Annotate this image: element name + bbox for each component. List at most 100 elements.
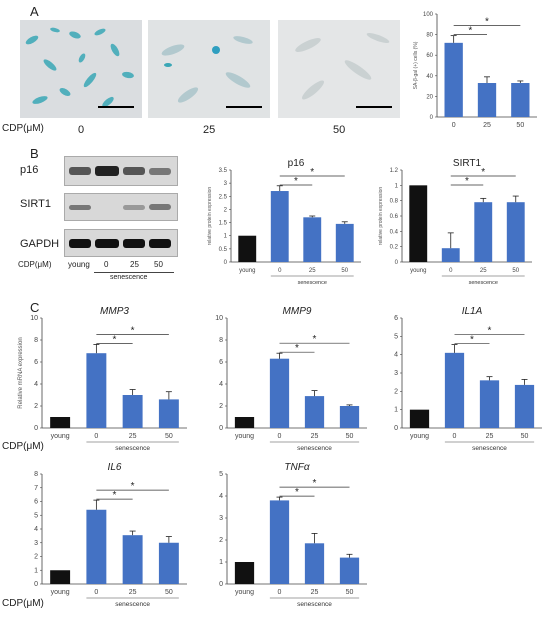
group-label: senescence (110, 274, 148, 281)
y-axis-label: relative protein expression (378, 187, 384, 246)
bar-mmp9-0 (269, 358, 290, 428)
y-tick-label: 3 (394, 370, 398, 377)
x-tick-label: 50 (346, 433, 354, 440)
panel-label-a: A (30, 4, 39, 19)
significance-star: * (488, 326, 492, 337)
bar-il6-young (50, 570, 71, 584)
significance-star: * (313, 334, 317, 345)
y-tick-label: 0 (34, 425, 38, 432)
significance-star: * (465, 176, 469, 187)
protein-label-sirt1: SIRT1 (20, 198, 51, 210)
y-tick-label: 0.6 (390, 214, 399, 220)
x-tick-label: 25 (311, 589, 319, 596)
y-tick-label: 6 (34, 359, 38, 366)
chart-title: MMP9 (283, 306, 312, 317)
panel-label-c: C (30, 300, 40, 315)
y-tick-label: 4 (394, 352, 398, 359)
x-tick-label: 50 (512, 268, 519, 274)
y-tick-label: 0.8 (390, 199, 399, 205)
y-tick-label: 1 (224, 234, 228, 240)
y-tick-label: 2 (394, 388, 398, 395)
bar-sa-bgal-50 (511, 83, 530, 117)
bar-p16-50 (335, 223, 354, 262)
bar-tnfa-0 (269, 500, 290, 584)
bar-mmp9-25 (304, 396, 325, 428)
dose-label: 50 (333, 124, 346, 136)
y-tick-label: 8 (34, 471, 38, 478)
y-tick-label: 1 (394, 407, 398, 414)
bar-tnfa-50 (339, 557, 360, 584)
group-label: senescence (115, 445, 150, 452)
significance-star: * (113, 490, 117, 501)
y-tick-label: 8 (219, 337, 223, 344)
bar-sirt1-50 (506, 202, 525, 262)
y-tick-label: 4 (219, 381, 223, 388)
significance-star: * (468, 26, 472, 37)
chart-il1a: IL1A 0 1 2 3 4 5 6 young 0 25 50 senescence * * (394, 306, 542, 452)
x-tick-label: young (239, 268, 255, 274)
chart-title: IL6 (108, 462, 122, 473)
y-tick-label: 2 (34, 403, 38, 410)
bar-mmp3-young (50, 417, 71, 428)
y-tick-label: 60 (426, 53, 433, 59)
bar-il1a-0 (444, 352, 465, 428)
chart-title: IL1A (462, 306, 483, 317)
significance-star: * (470, 335, 474, 346)
bar-sirt1-0 (441, 248, 460, 262)
micrograph-cdp-25 (148, 20, 270, 118)
y-tick-label: 1 (395, 183, 399, 189)
significance-star: * (131, 325, 135, 336)
scale-bar (356, 106, 392, 108)
bar-sirt1-25 (474, 202, 493, 262)
x-tick-label: 0 (278, 268, 282, 274)
x-tick-label: 0 (278, 433, 282, 440)
significance-star: * (481, 167, 485, 178)
x-tick-label: 50 (165, 433, 173, 440)
significance-star: * (485, 17, 489, 28)
dose-label: 25 (203, 124, 216, 136)
y-tick-label: 0.4 (390, 229, 399, 235)
dose-axis-label-c2: CDP(μM) (2, 598, 44, 609)
chart-title: MMP3 (100, 306, 129, 317)
y-tick-label: 2.5 (219, 194, 228, 200)
group-label: senescence (115, 601, 150, 608)
y-tick-label: 6 (394, 315, 398, 322)
significance-star: * (295, 343, 299, 354)
x-tick-label: 25 (480, 268, 487, 274)
x-tick-label: 0 (94, 433, 98, 440)
y-tick-label: 1 (34, 567, 38, 574)
blot-sirt1 (64, 193, 178, 221)
x-tick-label: 50 (165, 589, 173, 596)
x-tick-label: young (51, 589, 70, 596)
y-axis-label: SA-β-gal (+) cells (%) (413, 41, 419, 89)
bar-mmp3-25 (122, 395, 143, 428)
significance-star: * (295, 487, 299, 498)
x-tick-label: 50 (516, 122, 524, 129)
y-tick-label: 40 (426, 74, 433, 80)
bar-il1a-50 (514, 384, 535, 428)
x-tick-label: 50 (341, 268, 348, 274)
group-label: senescence (469, 280, 498, 286)
y-tick-label: 0 (219, 425, 223, 432)
chart-p16: p16 0 0.5 1 1.5 2 2.5 3 3.5 relative protein expr… (207, 158, 361, 286)
group-label: senescence (298, 280, 327, 286)
group-label: senescence (472, 445, 507, 452)
bar-sa-bgal-25 (477, 83, 497, 117)
y-tick-label: 2 (219, 403, 223, 410)
bar-il1a-young (409, 409, 430, 428)
x-tick-label: 0 (452, 122, 456, 129)
y-tick-label: 0.5 (219, 247, 228, 253)
bar-sirt1-young (409, 185, 428, 262)
bar-p16-young (238, 235, 257, 262)
x-tick-label: young (235, 433, 254, 440)
x-tick-label: 25 (309, 268, 316, 274)
x-tick-label: 0 (94, 589, 98, 596)
bar-p16-25 (303, 217, 322, 262)
chart-tnfa: TNFα 0 1 2 3 4 5 young 0 25 50 senescence * * (219, 462, 367, 608)
y-tick-label: 5 (219, 471, 223, 478)
bar-mmp3-50 (158, 399, 179, 428)
x-tick-label: 0 (449, 268, 453, 274)
x-tick-label: 25 (486, 433, 494, 440)
y-tick-label: 4 (34, 526, 38, 533)
bar-il6-50 (158, 542, 179, 584)
